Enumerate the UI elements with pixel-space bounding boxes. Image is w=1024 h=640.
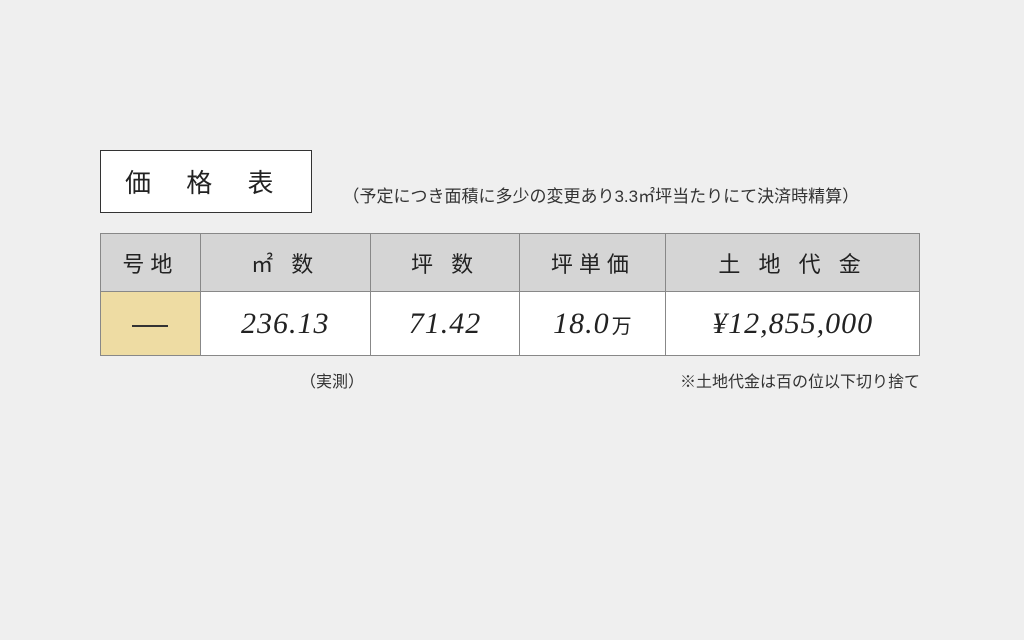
cell-price: ¥12,855,000	[666, 292, 920, 356]
table-row: 236.13 71.42 18.0万 ¥12,855,000	[101, 292, 920, 356]
cell-m2: 236.13	[200, 292, 370, 356]
th-tanka: 坪単価	[520, 234, 666, 292]
tanka-unit: 万	[612, 316, 633, 338]
subtitle: （予定につき面積に多少の変更あり3.3㎡坪当たりにて決済時精算）	[342, 182, 859, 213]
dash-icon	[132, 325, 168, 327]
th-lot: 号地	[101, 234, 201, 292]
cell-tanka: 18.0万	[520, 292, 666, 356]
cell-lot	[101, 292, 201, 356]
footnote-measured: （実測）	[300, 368, 364, 392]
price-table: 号地 ㎡ 数 坪 数 坪単価 土 地 代 金 236.13 71.42 18.0…	[100, 233, 920, 356]
footnote-rounding: ※土地代金は百の位以下切り捨て	[680, 368, 920, 392]
th-price: 土 地 代 金	[666, 234, 920, 292]
th-m2: ㎡ 数	[200, 234, 370, 292]
cell-tsubo: 71.42	[370, 292, 520, 356]
tanka-value: 18.0	[553, 307, 610, 340]
th-tsubo: 坪 数	[370, 234, 520, 292]
title-box: 価 格 表	[100, 150, 312, 213]
